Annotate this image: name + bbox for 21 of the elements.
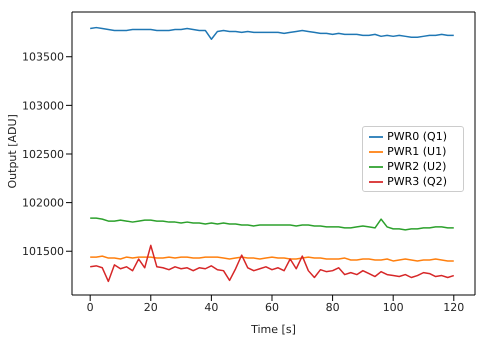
- y-axis-title: Output [ADU]: [6, 114, 19, 188]
- x-tick-label: 80: [326, 300, 340, 314]
- line-series: [89, 244, 455, 282]
- x-tick-label: 0: [86, 300, 94, 314]
- legend-label: PWR0 (Q1): [387, 130, 447, 143]
- legend-label: PWR2 (U2): [387, 160, 446, 173]
- x-tick-label: 40: [204, 300, 218, 314]
- y-tick-label: 102000: [22, 196, 64, 210]
- line-series: [89, 26, 455, 40]
- y-tick-label: 103500: [22, 50, 64, 64]
- y-tick-label: 102500: [22, 148, 64, 161]
- y-tick-label: 103000: [22, 99, 64, 112]
- x-tick-label: 100: [382, 300, 404, 314]
- y-tick-label: 101500: [22, 245, 64, 258]
- line-series: [89, 217, 455, 231]
- x-tick-label: 60: [264, 300, 279, 314]
- legend-label: PWR3 (Q2): [387, 175, 447, 188]
- x-tick-label: 120: [443, 300, 464, 314]
- legend-label: PWR1 (U1): [387, 145, 446, 158]
- x-tick-label: 20: [144, 300, 158, 314]
- x-axis-title: Time [s]: [250, 323, 296, 336]
